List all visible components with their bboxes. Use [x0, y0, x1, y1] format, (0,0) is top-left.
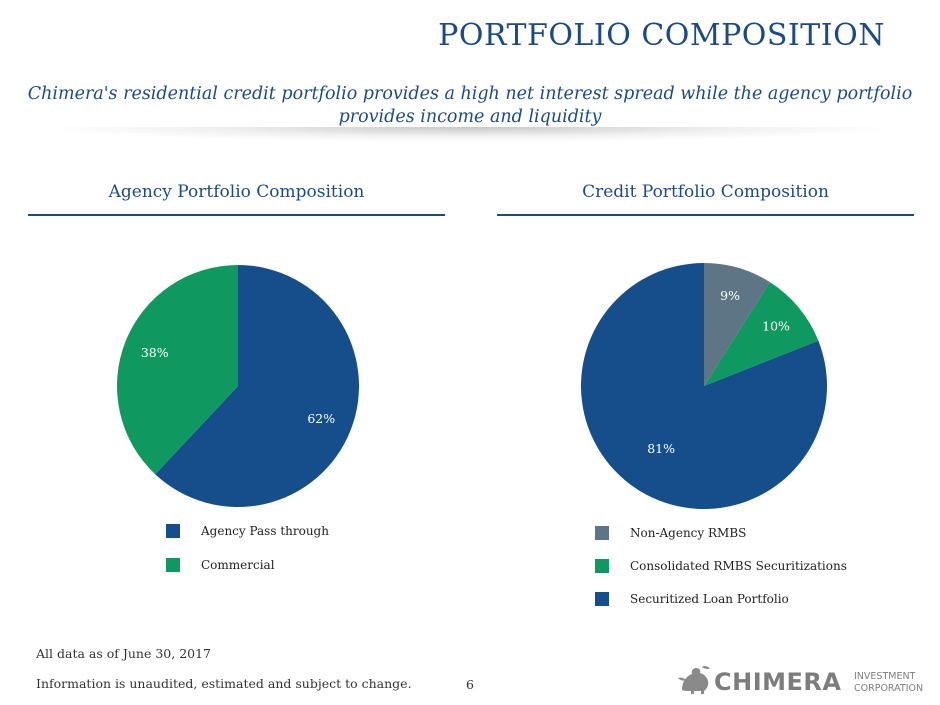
legend-label: Securitized Loan Portfolio [630, 592, 789, 606]
legend-item-securitized-loan-portfolio: Securitized Loan Portfolio [595, 591, 847, 607]
pie-slice-commercial [117, 265, 238, 475]
pie-data-label: 81% [647, 441, 675, 456]
legend-swatch-green [166, 558, 180, 572]
chimera-logo: CHIMERA INVESTMENT CORPORATION [678, 665, 923, 696]
logo-sub-investment: INVESTMENT [854, 671, 916, 682]
legend-label: Commercial [201, 558, 275, 572]
page-title: PORTFOLIO COMPOSITION [438, 18, 885, 53]
subtitle-shadow-divider [60, 127, 880, 141]
legend-item-consolidated-rmbs-securitizations: Consolidated RMBS Securitizations [595, 558, 847, 574]
legend-swatch-green [595, 559, 609, 573]
pie-data-label: 62% [307, 411, 335, 426]
chimera-creature-icon [678, 665, 710, 694]
agency-panel-heading: Agency Portfolio Composition [108, 182, 365, 202]
legend-item-commercial: Commercial [166, 557, 329, 573]
pie-slice-agency-pass-through [155, 265, 359, 508]
disclaimer: Information is unaudited, estimated and … [36, 676, 412, 691]
credit-pie-chart: 9% 10% 81% [581, 263, 827, 509]
pie-slice-securitized-loan-portfolio [581, 263, 827, 509]
pie-data-label: 38% [141, 345, 169, 360]
credit-legend: Non-Agency RMBS Consolidated RMBS Securi… [595, 525, 847, 624]
page-number: 6 [466, 677, 474, 692]
agency-pie-chart: 62% 38% [117, 265, 359, 508]
subtitle-line-1: Chimera's residential credit portfolio p… [27, 84, 913, 104]
legend-label: Consolidated RMBS Securitizations [630, 559, 847, 573]
logo-wordmark: CHIMERA [714, 668, 841, 696]
legend-item-non-agency-rmbs: Non-Agency RMBS [595, 525, 847, 541]
subtitle-line-2: provides income and liquidity [338, 107, 602, 127]
legend-swatch-blue [595, 592, 609, 606]
credit-panel-rule [497, 214, 914, 216]
pie-data-label: 9% [720, 288, 740, 303]
pie-slice-consolidated-rmbs-securitizations [704, 282, 819, 386]
legend-item-agency-pass-through: Agency Pass through [166, 523, 329, 539]
credit-panel-heading: Credit Portfolio Composition [582, 182, 829, 202]
pie-slice-non-agency-rmbs [704, 263, 770, 386]
agency-panel-rule [28, 214, 445, 216]
agency-legend: Agency Pass through Commercial [166, 523, 329, 591]
logo-sub-corporation: CORPORATION [854, 683, 923, 694]
legend-label: Agency Pass through [201, 524, 329, 538]
legend-swatch-gray [595, 526, 609, 540]
date-note: All data as of June 30, 2017 [36, 646, 212, 661]
legend-swatch-blue [166, 524, 180, 538]
page-subtitle: Chimera's residential credit portfolio p… [0, 83, 940, 129]
pie-data-label: 10% [762, 318, 790, 333]
legend-label: Non-Agency RMBS [630, 526, 747, 540]
